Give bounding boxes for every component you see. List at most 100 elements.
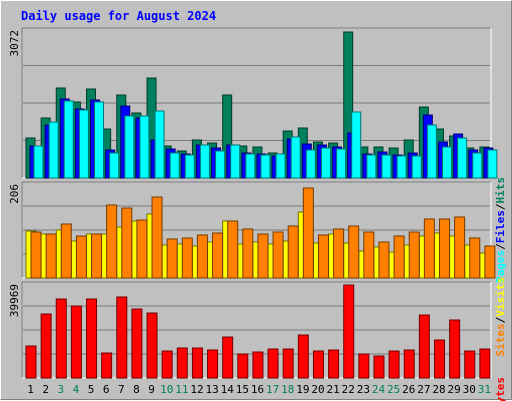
bar-kbytes-day-19: [297, 334, 309, 379]
bar-kbytes-day-25: [388, 350, 400, 379]
bar-sites-day-26: [408, 231, 420, 279]
chart-title: Daily usage for August 2024: [21, 9, 216, 23]
x-tick-label-day-5: 5: [88, 383, 95, 396]
bar-pages-day-4: [78, 109, 89, 179]
bar-pages-day-7: [124, 115, 135, 179]
bar-pages-day-13: [215, 150, 226, 179]
bar-sites-day-17: [272, 231, 284, 279]
x-tick-label-day-12: 12: [190, 383, 203, 396]
bar-sites-day-3: [60, 223, 72, 279]
bar-sites-day-14: [227, 220, 239, 279]
x-tick-label-day-7: 7: [118, 383, 125, 396]
bar-sites-day-6: [106, 204, 118, 279]
bar-pages-day-10: [169, 152, 180, 179]
bar-kbytes-day-3: [55, 298, 67, 379]
legend-entry: /: [494, 243, 507, 250]
bar-sites-day-29: [454, 216, 466, 279]
bar-pages-day-24: [381, 154, 392, 179]
x-tick-label-day-9: 9: [148, 383, 155, 396]
x-tick-label-day-19: 19: [296, 383, 309, 396]
bar-kbytes-day-6: [101, 352, 113, 379]
bar-pages-day-18: [290, 136, 301, 179]
x-tick-label-day-31: 31: [478, 383, 491, 396]
bar-sites-day-18: [287, 225, 299, 279]
bar-pages-day-25: [396, 155, 407, 179]
bar-pages-day-31: [487, 149, 498, 179]
bar-pages-day-3: [63, 100, 74, 179]
bar-sites-day-9: [151, 196, 163, 279]
bar-kbytes-day-29: [449, 319, 461, 379]
bar-sites-day-30: [469, 237, 481, 279]
x-tick-label-day-25: 25: [387, 383, 400, 396]
bar-sites-day-25: [393, 235, 405, 279]
bar-sites-day-1: [30, 231, 42, 279]
bar-kbytes-day-16: [252, 351, 264, 379]
legend-entry: Hits: [494, 177, 507, 204]
bar-pages-day-11: [184, 154, 195, 179]
bar-kbytes-day-2: [40, 313, 52, 379]
legend-entry: Pages: [494, 250, 507, 283]
bar-kbytes-day-7: [116, 296, 128, 379]
bar-kbytes-day-27: [418, 314, 430, 379]
bar-sites-day-21: [333, 228, 345, 279]
bar-pages-day-19: [305, 149, 316, 179]
bar-sites-day-7: [121, 207, 133, 279]
bar-pages-day-29: [457, 137, 468, 179]
bar-kbytes-day-20: [312, 350, 324, 379]
x-tick-label-day-28: 28: [432, 383, 445, 396]
bar-pages-day-23: [366, 154, 377, 179]
bar-sites-day-24: [378, 241, 390, 279]
x-tick-label-day-18: 18: [281, 383, 294, 396]
x-tick-label-day-15: 15: [236, 383, 249, 396]
x-tick-label-day-13: 13: [205, 383, 218, 396]
bar-pages-day-5: [94, 101, 105, 179]
bar-pages-day-22: [351, 111, 362, 179]
legend-entry: Visits: [494, 277, 507, 317]
bar-sites-day-15: [242, 228, 254, 279]
bar-sites-day-23: [363, 231, 375, 279]
bar-kbytes-day-23: [358, 353, 370, 379]
x-tick-label-day-14: 14: [221, 383, 235, 396]
x-tick-label-day-26: 26: [402, 383, 415, 396]
legend-visits-sites: Sites/Visits: [494, 277, 507, 357]
bar-sites-day-4: [75, 235, 87, 279]
bar-sites-day-16: [257, 233, 269, 279]
bar-pages-day-8: [139, 115, 150, 179]
bar-kbytes-day-24: [373, 355, 385, 379]
bar-kbytes-day-31: [479, 348, 491, 379]
bar-sites-day-2: [45, 233, 57, 279]
bar-kbytes-day-8: [131, 308, 143, 379]
x-tick-label-day-17: 17: [266, 383, 279, 396]
bar-pages-day-9: [154, 110, 165, 179]
x-tick-label-day-24: 24: [372, 383, 386, 396]
bar-pages-day-6: [109, 152, 120, 179]
legend-hits-files-pages: Pages/Files/Hits: [494, 177, 507, 283]
x-tick-label-day-23: 23: [357, 383, 370, 396]
bar-kbytes-day-22: [343, 284, 355, 379]
x-tick-label-day-6: 6: [103, 383, 110, 396]
x-tick-label-day-29: 29: [448, 383, 461, 396]
x-tick-label-day-1: 1: [27, 383, 34, 396]
x-tick-label-day-20: 20: [311, 383, 324, 396]
bar-sites-day-31: [484, 245, 496, 279]
bar-sites-day-27: [423, 218, 435, 279]
bar-pages-day-12: [199, 144, 210, 179]
bar-kbytes-day-18: [282, 348, 294, 379]
bar-kbytes-day-4: [70, 305, 82, 379]
bar-pages-day-27: [426, 124, 437, 179]
max-label-kbytes: 39969: [8, 284, 21, 317]
bar-sites-day-5: [91, 233, 103, 279]
bar-kbytes-day-21: [328, 349, 340, 379]
bar-pages-day-20: [320, 147, 331, 179]
bar-pages-day-15: [245, 153, 256, 179]
x-tick-label-day-30: 30: [463, 383, 476, 396]
bar-kbytes-day-5: [86, 298, 98, 379]
x-tick-label-day-16: 16: [251, 383, 264, 396]
legend-entry: /: [494, 203, 507, 210]
legend-entry: KBytes: [494, 377, 507, 401]
bar-pages-day-17: [275, 153, 286, 179]
x-tick-label-day-21: 21: [327, 383, 340, 396]
bar-sites-day-22: [348, 225, 360, 279]
bar-sites-day-20: [317, 234, 329, 279]
x-tick-label-day-11: 11: [175, 383, 188, 396]
